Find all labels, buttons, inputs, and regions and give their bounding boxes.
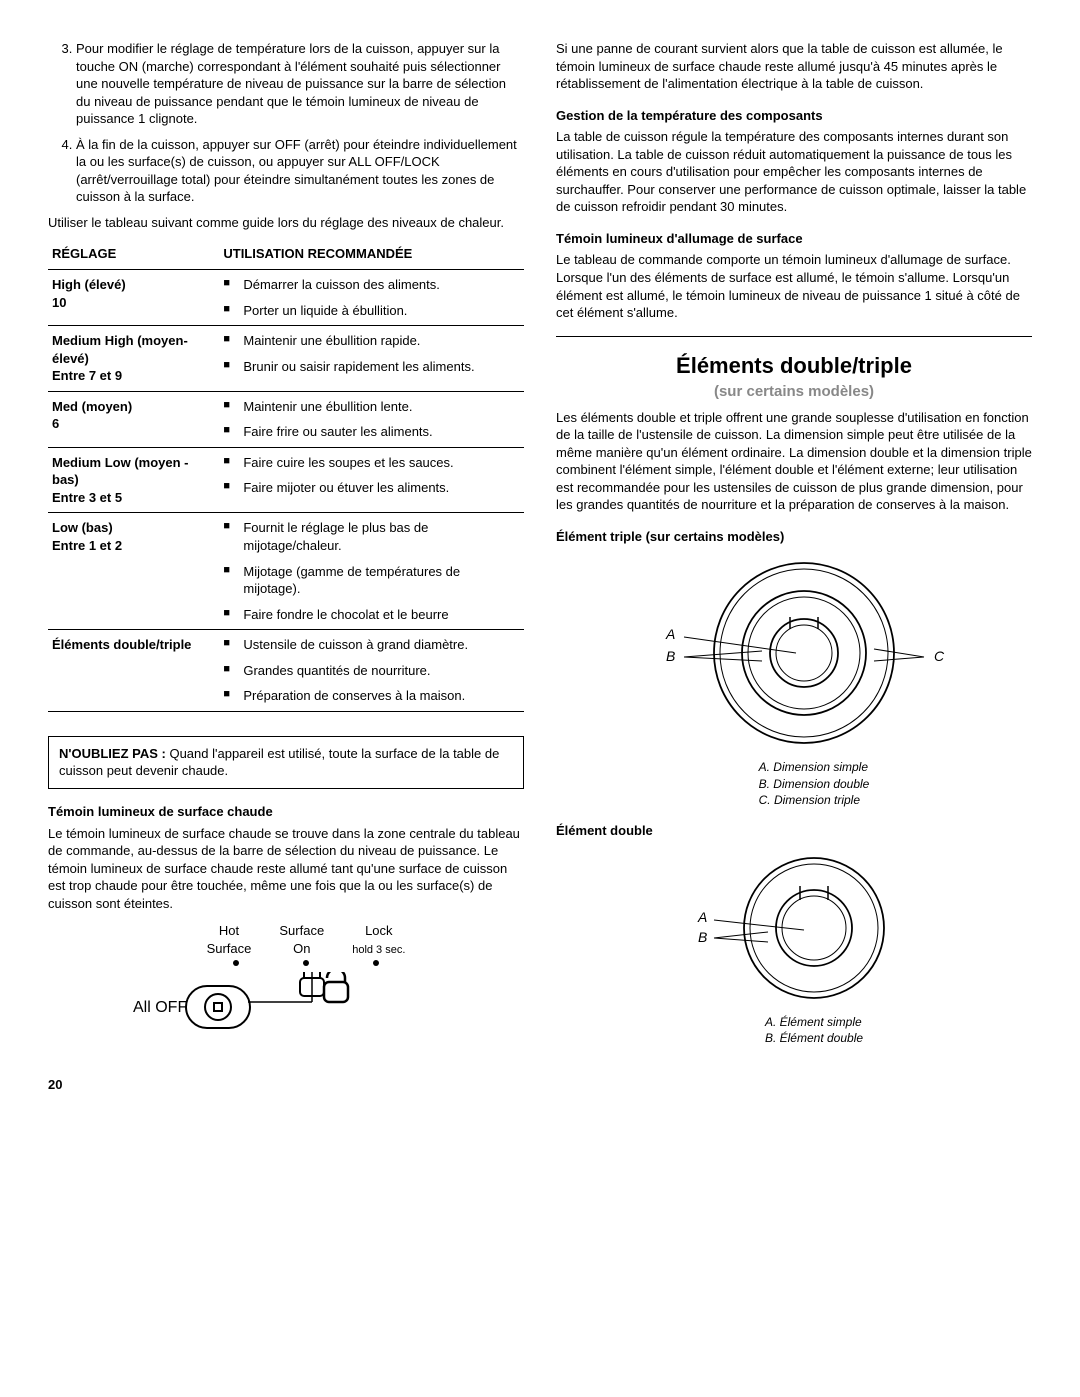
settings-table: RÉGLAGE UTILISATION RECOMMANDÉE High (él… bbox=[48, 239, 524, 711]
dot-icon bbox=[233, 960, 239, 966]
dot-icon bbox=[373, 960, 379, 966]
all-off-lock-svg: All OFF bbox=[88, 972, 388, 1042]
list-item: Faire fondre le chocolat et le beurre bbox=[223, 606, 520, 624]
indicator-diagram: Hot Surface Surface On Lock hold 3 sec. bbox=[88, 922, 524, 1046]
setting-uses: Faire cuire les soupes et les sauces. Fai… bbox=[219, 447, 524, 513]
table-row: Medium High (moyen-élevé) Entre 7 et 9Ma… bbox=[48, 326, 524, 392]
step-3-text: Pour modifier le réglage de température … bbox=[76, 41, 506, 126]
dot-icon bbox=[303, 960, 309, 966]
list-item: Brunir ou saisir rapidement les aliments… bbox=[223, 358, 520, 376]
notice-box: N'OUBLIEZ PAS : Quand l'appareil est uti… bbox=[48, 736, 524, 789]
table-intro: Utiliser le tableau suivant comme guide … bbox=[48, 214, 524, 232]
numbered-steps: 3. Pour modifier le réglage de températu… bbox=[48, 40, 524, 206]
indicator-dots bbox=[88, 960, 524, 966]
double-svg: A B bbox=[654, 848, 934, 1008]
svg-text:B: B bbox=[698, 929, 707, 945]
section-subtitle: (sur certains modèles) bbox=[556, 382, 1032, 402]
hot-surface-heading: Témoin lumineux de surface chaude bbox=[48, 803, 524, 821]
list-item: Fournit le réglage le plus bas de mijota… bbox=[223, 519, 520, 554]
triple-caption: A. Dimension simple B. Dimension double … bbox=[759, 759, 870, 808]
svg-text:A: A bbox=[665, 626, 675, 642]
list-item: Grandes quantités de nourriture. bbox=[223, 662, 520, 680]
notice-bold: N'OUBLIEZ PAS : bbox=[59, 746, 169, 761]
list-item: Faire cuire les soupes et les sauces. bbox=[223, 454, 520, 472]
list-item: Démarrer la cuisson des aliments. bbox=[223, 276, 520, 294]
table-row: Éléments double/tripleUstensile de cuiss… bbox=[48, 630, 524, 712]
label-surface-on: Surface On bbox=[279, 922, 324, 957]
setting-label: High (élevé) 10 bbox=[48, 270, 219, 326]
step-4: À la fin de la cuisson, appuyer sur OFF … bbox=[76, 136, 524, 206]
setting-uses: Ustensile de cuisson à grand diamètre. Gr… bbox=[219, 630, 524, 712]
all-off-label: All OFF bbox=[133, 999, 187, 1016]
setting-label: Medium High (moyen-élevé) Entre 7 et 9 bbox=[48, 326, 219, 392]
table-row: Low (bas) Entre 1 et 2Fournit le réglage… bbox=[48, 513, 524, 630]
step-4-text: À la fin de la cuisson, appuyer sur OFF … bbox=[76, 137, 517, 205]
setting-label: Éléments double/triple bbox=[48, 630, 219, 712]
list-item: Porter un liquide à ébullition. bbox=[223, 302, 520, 320]
power-outage-text: Si une panne de courant survient alors q… bbox=[556, 40, 1032, 93]
hot-surface-text: Le témoin lumineux de surface chaude se … bbox=[48, 825, 524, 913]
list-item: Maintenir une ébullition lente. bbox=[223, 398, 520, 416]
list-item: Faire frire ou sauter les aliments. bbox=[223, 423, 520, 441]
setting-uses: Démarrer la cuisson des aliments. Porter … bbox=[219, 270, 524, 326]
section-intro-text: Les éléments double et triple offrent un… bbox=[556, 409, 1032, 514]
surface-light-text: Le tableau de commande comporte un témoi… bbox=[556, 251, 1032, 321]
double-heading: Élément double bbox=[556, 822, 1032, 840]
section-title: Éléments double/triple bbox=[556, 351, 1032, 381]
setting-label: Medium Low (moyen - bas) Entre 3 et 5 bbox=[48, 447, 219, 513]
double-element-diagram: A B A. Élément simple B. Élément double bbox=[556, 848, 1032, 1046]
page-columns: 3. Pour modifier le réglage de températu… bbox=[48, 40, 1032, 1094]
right-column: Si une panne de courant survient alors q… bbox=[556, 40, 1032, 1094]
table-row: Med (moyen) 6Maintenir une ébullition le… bbox=[48, 391, 524, 447]
list-item: Maintenir une ébullition rapide. bbox=[223, 332, 520, 350]
section-divider bbox=[556, 336, 1032, 337]
list-item: Mijotage (gamme de températures de mijot… bbox=[223, 563, 520, 598]
setting-uses: Maintenir une ébullition rapide. Brunir o… bbox=[219, 326, 524, 392]
label-lock: Lock hold 3 sec. bbox=[352, 922, 405, 957]
lock-icon bbox=[324, 972, 348, 1002]
table-row: High (élevé) 10Démarrer la cuisson des a… bbox=[48, 270, 524, 326]
setting-uses: Fournit le réglage le plus bas de mijota… bbox=[219, 513, 524, 630]
table-row: Medium Low (moyen - bas) Entre 3 et 5Fai… bbox=[48, 447, 524, 513]
left-column: 3. Pour modifier le réglage de températu… bbox=[48, 40, 524, 1094]
label-hot-surface: Hot Surface bbox=[207, 922, 252, 957]
svg-text:C: C bbox=[934, 648, 945, 664]
svg-text:A: A bbox=[697, 909, 707, 925]
th-reglage: RÉGLAGE bbox=[48, 239, 219, 269]
list-item: Ustensile de cuisson à grand diamètre. bbox=[223, 636, 520, 654]
step-3: 3. Pour modifier le réglage de températu… bbox=[76, 40, 524, 128]
list-item: Faire mijoter ou étuver les aliments. bbox=[223, 479, 520, 497]
setting-uses: Maintenir une ébullition lente. Faire fri… bbox=[219, 391, 524, 447]
th-utilisation: UTILISATION RECOMMANDÉE bbox=[219, 239, 524, 269]
double-caption: A. Élément simple B. Élément double bbox=[765, 1014, 863, 1046]
setting-label: Low (bas) Entre 1 et 2 bbox=[48, 513, 219, 630]
triple-element-diagram: A B C A. Dimension simple B. Dimension d… bbox=[556, 553, 1032, 808]
svg-text:B: B bbox=[666, 648, 675, 664]
temp-mgmt-text: La table de cuisson régule la températur… bbox=[556, 128, 1032, 216]
setting-label: Med (moyen) 6 bbox=[48, 391, 219, 447]
triple-heading: Élément triple (sur certains modèles) bbox=[556, 528, 1032, 546]
triple-svg: A B C bbox=[614, 553, 974, 753]
temp-mgmt-heading: Gestion de la température des composants bbox=[556, 107, 1032, 125]
list-item: Préparation de conserves à la maison. bbox=[223, 687, 520, 705]
surface-light-heading: Témoin lumineux d'allumage de surface bbox=[556, 230, 1032, 248]
page-number: 20 bbox=[48, 1076, 524, 1094]
